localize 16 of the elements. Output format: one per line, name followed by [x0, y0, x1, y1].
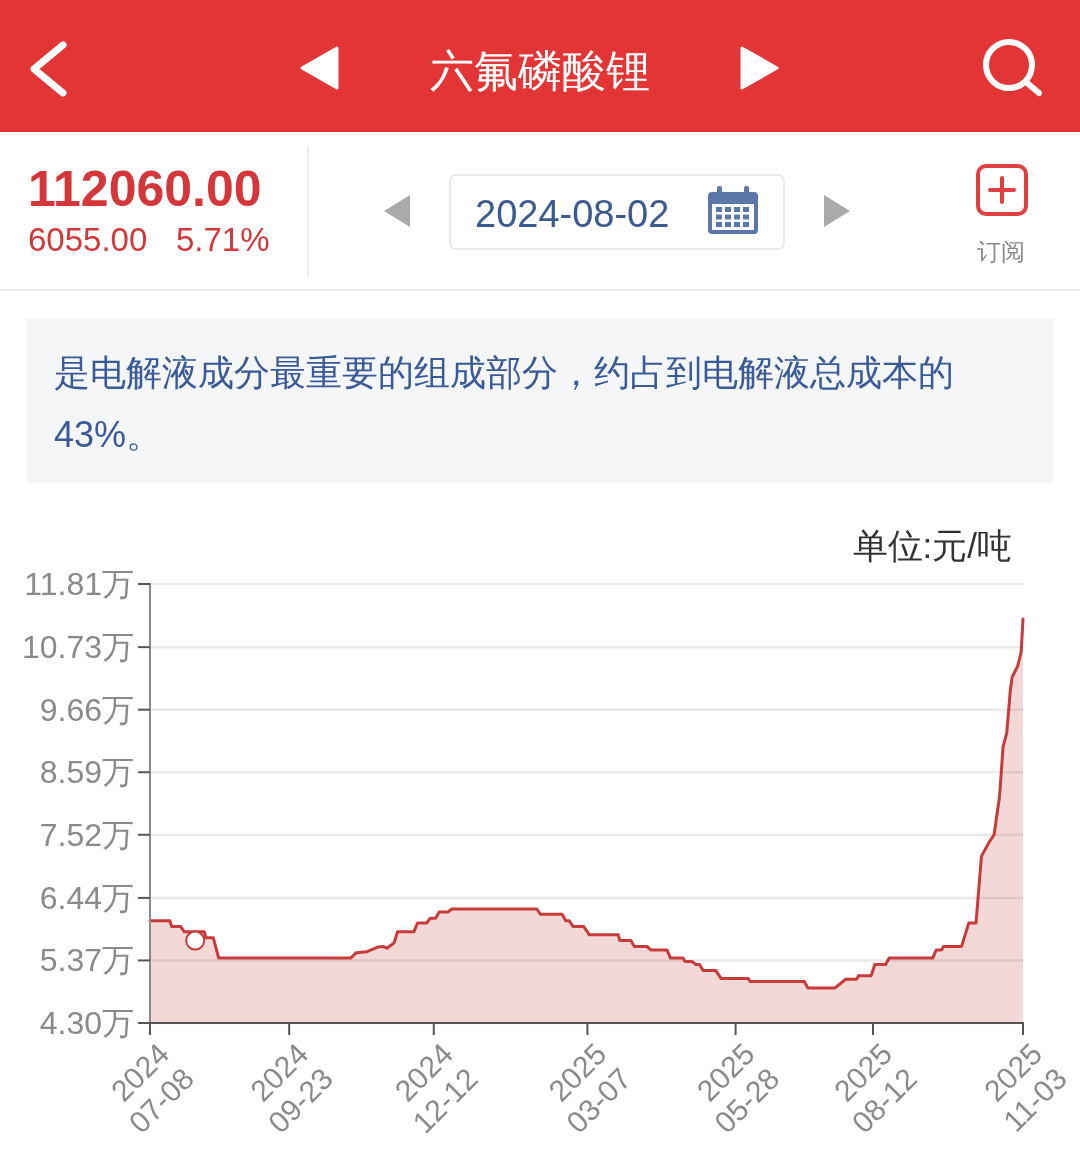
text: 6055.00 — [28, 221, 148, 258]
y-tick-label: 7.52万 — [39, 816, 134, 853]
chart-subtitle: 是电解液成分最重要的组成部分，约占到电解液总成本的43%。 — [54, 352, 954, 455]
y-axis-title: 单位:元/吨 — [852, 526, 1012, 565]
text: 订阅 — [977, 238, 1025, 265]
y-tick-label: 10.73万 — [21, 629, 134, 666]
y-tick-label: 11.81万 — [24, 566, 134, 602]
y-tick-label: 4.30万 — [39, 1005, 134, 1041]
text: 5.71% — [176, 221, 270, 258]
y-tick-label: 6.44万 — [39, 879, 134, 916]
y-tick-label: 8.59万 — [39, 754, 134, 791]
text: 2024-08-02 — [475, 193, 670, 235]
text: 112060.00 — [28, 161, 262, 217]
y-tick-label: 5.37万 — [39, 942, 134, 979]
chart-title: 六氟磷酸锂 — [430, 46, 650, 95]
y-tick-label: 9.66万 — [39, 691, 134, 728]
